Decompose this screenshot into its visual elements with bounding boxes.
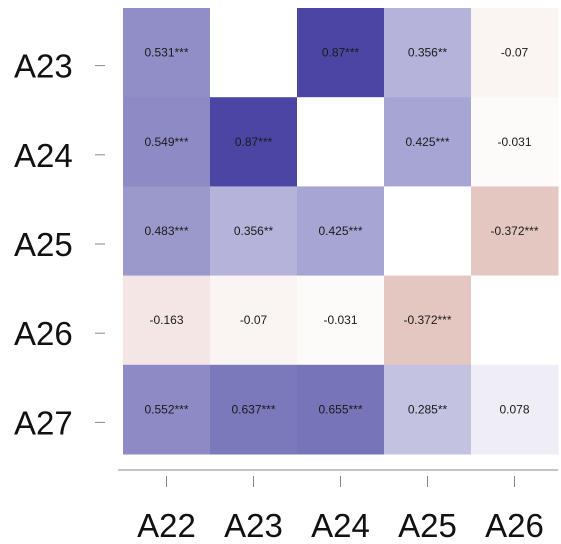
heatmap-cell-A26-A24 xyxy=(297,275,385,366)
cell-value-label: -0.07 xyxy=(240,313,268,327)
heatmap-cell-A23-A23 xyxy=(210,8,298,98)
heatmap-cell-A23-A24 xyxy=(297,8,385,98)
heatmap-cell-A25-A24 xyxy=(297,186,385,277)
heatmap-cell-A23-A25 xyxy=(384,8,472,98)
heatmap-cells xyxy=(123,8,559,455)
cell-value-label: -0.163 xyxy=(149,313,183,327)
x-tick-label: A25 xyxy=(398,507,457,544)
heatmap-cell-A26-A26 xyxy=(471,275,559,366)
cell-value-label: 0.483*** xyxy=(144,224,188,238)
y-tick-label: A25 xyxy=(14,226,73,263)
cell-value-label: 0.078 xyxy=(499,402,529,416)
heatmap-cell-A27-A24 xyxy=(297,364,385,455)
heatmap-cell-A23-A26 xyxy=(471,8,559,98)
heatmap-axes: A23 A24 A25 A26 A27 A22 A23 A24 A25 A26 xyxy=(14,48,558,544)
y-tick-label: A26 xyxy=(14,315,73,352)
heatmap-cell-A26-A23 xyxy=(210,275,298,366)
heatmap-cell-A27-A25 xyxy=(384,364,472,455)
cell-value-label: 0.531*** xyxy=(144,46,188,60)
y-tick-label: A27 xyxy=(14,404,73,441)
heatmap-cell-A24-A26 xyxy=(471,97,559,187)
heatmap-cell-A25-A23 xyxy=(210,186,298,277)
cell-value-label: -0.031 xyxy=(497,135,531,149)
heatmap-cell-A27-A22 xyxy=(123,364,211,455)
cell-value-label: 0.87*** xyxy=(322,46,360,60)
cell-value-label: -0.372*** xyxy=(490,224,538,238)
cell-value-label: 0.87*** xyxy=(235,135,273,149)
cell-value-label: 0.549*** xyxy=(144,135,188,149)
cell-value-label: 0.356** xyxy=(234,224,274,238)
heatmap-cell-A24-A24 xyxy=(297,97,385,187)
heatmap-cell-A25-A22 xyxy=(123,186,211,277)
cell-value-label: 0.655*** xyxy=(318,402,362,416)
heatmap-cell-A24-A22 xyxy=(123,97,211,187)
heatmap-cell-A26-A25 xyxy=(384,275,472,366)
heatmap-cell-A23-A22 xyxy=(123,8,211,98)
x-tick-label: A23 xyxy=(224,507,283,544)
x-tick-label: A24 xyxy=(311,507,370,544)
heatmap-cell-A25-A25 xyxy=(384,186,472,277)
cell-value-label: 0.425*** xyxy=(318,224,362,238)
cell-value-label: -0.372*** xyxy=(403,313,451,327)
heatmap-cell-A26-A22 xyxy=(123,275,211,366)
x-tick-label: A22 xyxy=(137,507,196,544)
y-tick-label: A24 xyxy=(14,137,73,174)
heatmap-cell-labels: 0.531*** 0.87*** 0.356** -0.07 0.549*** 0.87*… xyxy=(144,46,538,417)
cell-value-label: 0.356** xyxy=(408,46,448,60)
cell-value-label: 0.285** xyxy=(408,402,448,416)
cell-value-label: 0.637*** xyxy=(231,402,275,416)
cell-value-label: -0.031 xyxy=(323,313,357,327)
heatmap-cell-A27-A26 xyxy=(471,364,559,455)
x-tick-label: A26 xyxy=(485,507,544,544)
heatmap-cell-A25-A26 xyxy=(471,186,559,277)
y-tick-label: A23 xyxy=(14,48,73,85)
heatmap-cell-A24-A25 xyxy=(384,97,472,187)
heatmap-cell-A27-A23 xyxy=(210,364,298,455)
heatmap-cell-A24-A23 xyxy=(210,97,298,187)
cell-value-label: -0.07 xyxy=(501,46,529,60)
cell-value-label: 0.425*** xyxy=(405,135,449,149)
cell-value-label: 0.552*** xyxy=(144,402,188,416)
